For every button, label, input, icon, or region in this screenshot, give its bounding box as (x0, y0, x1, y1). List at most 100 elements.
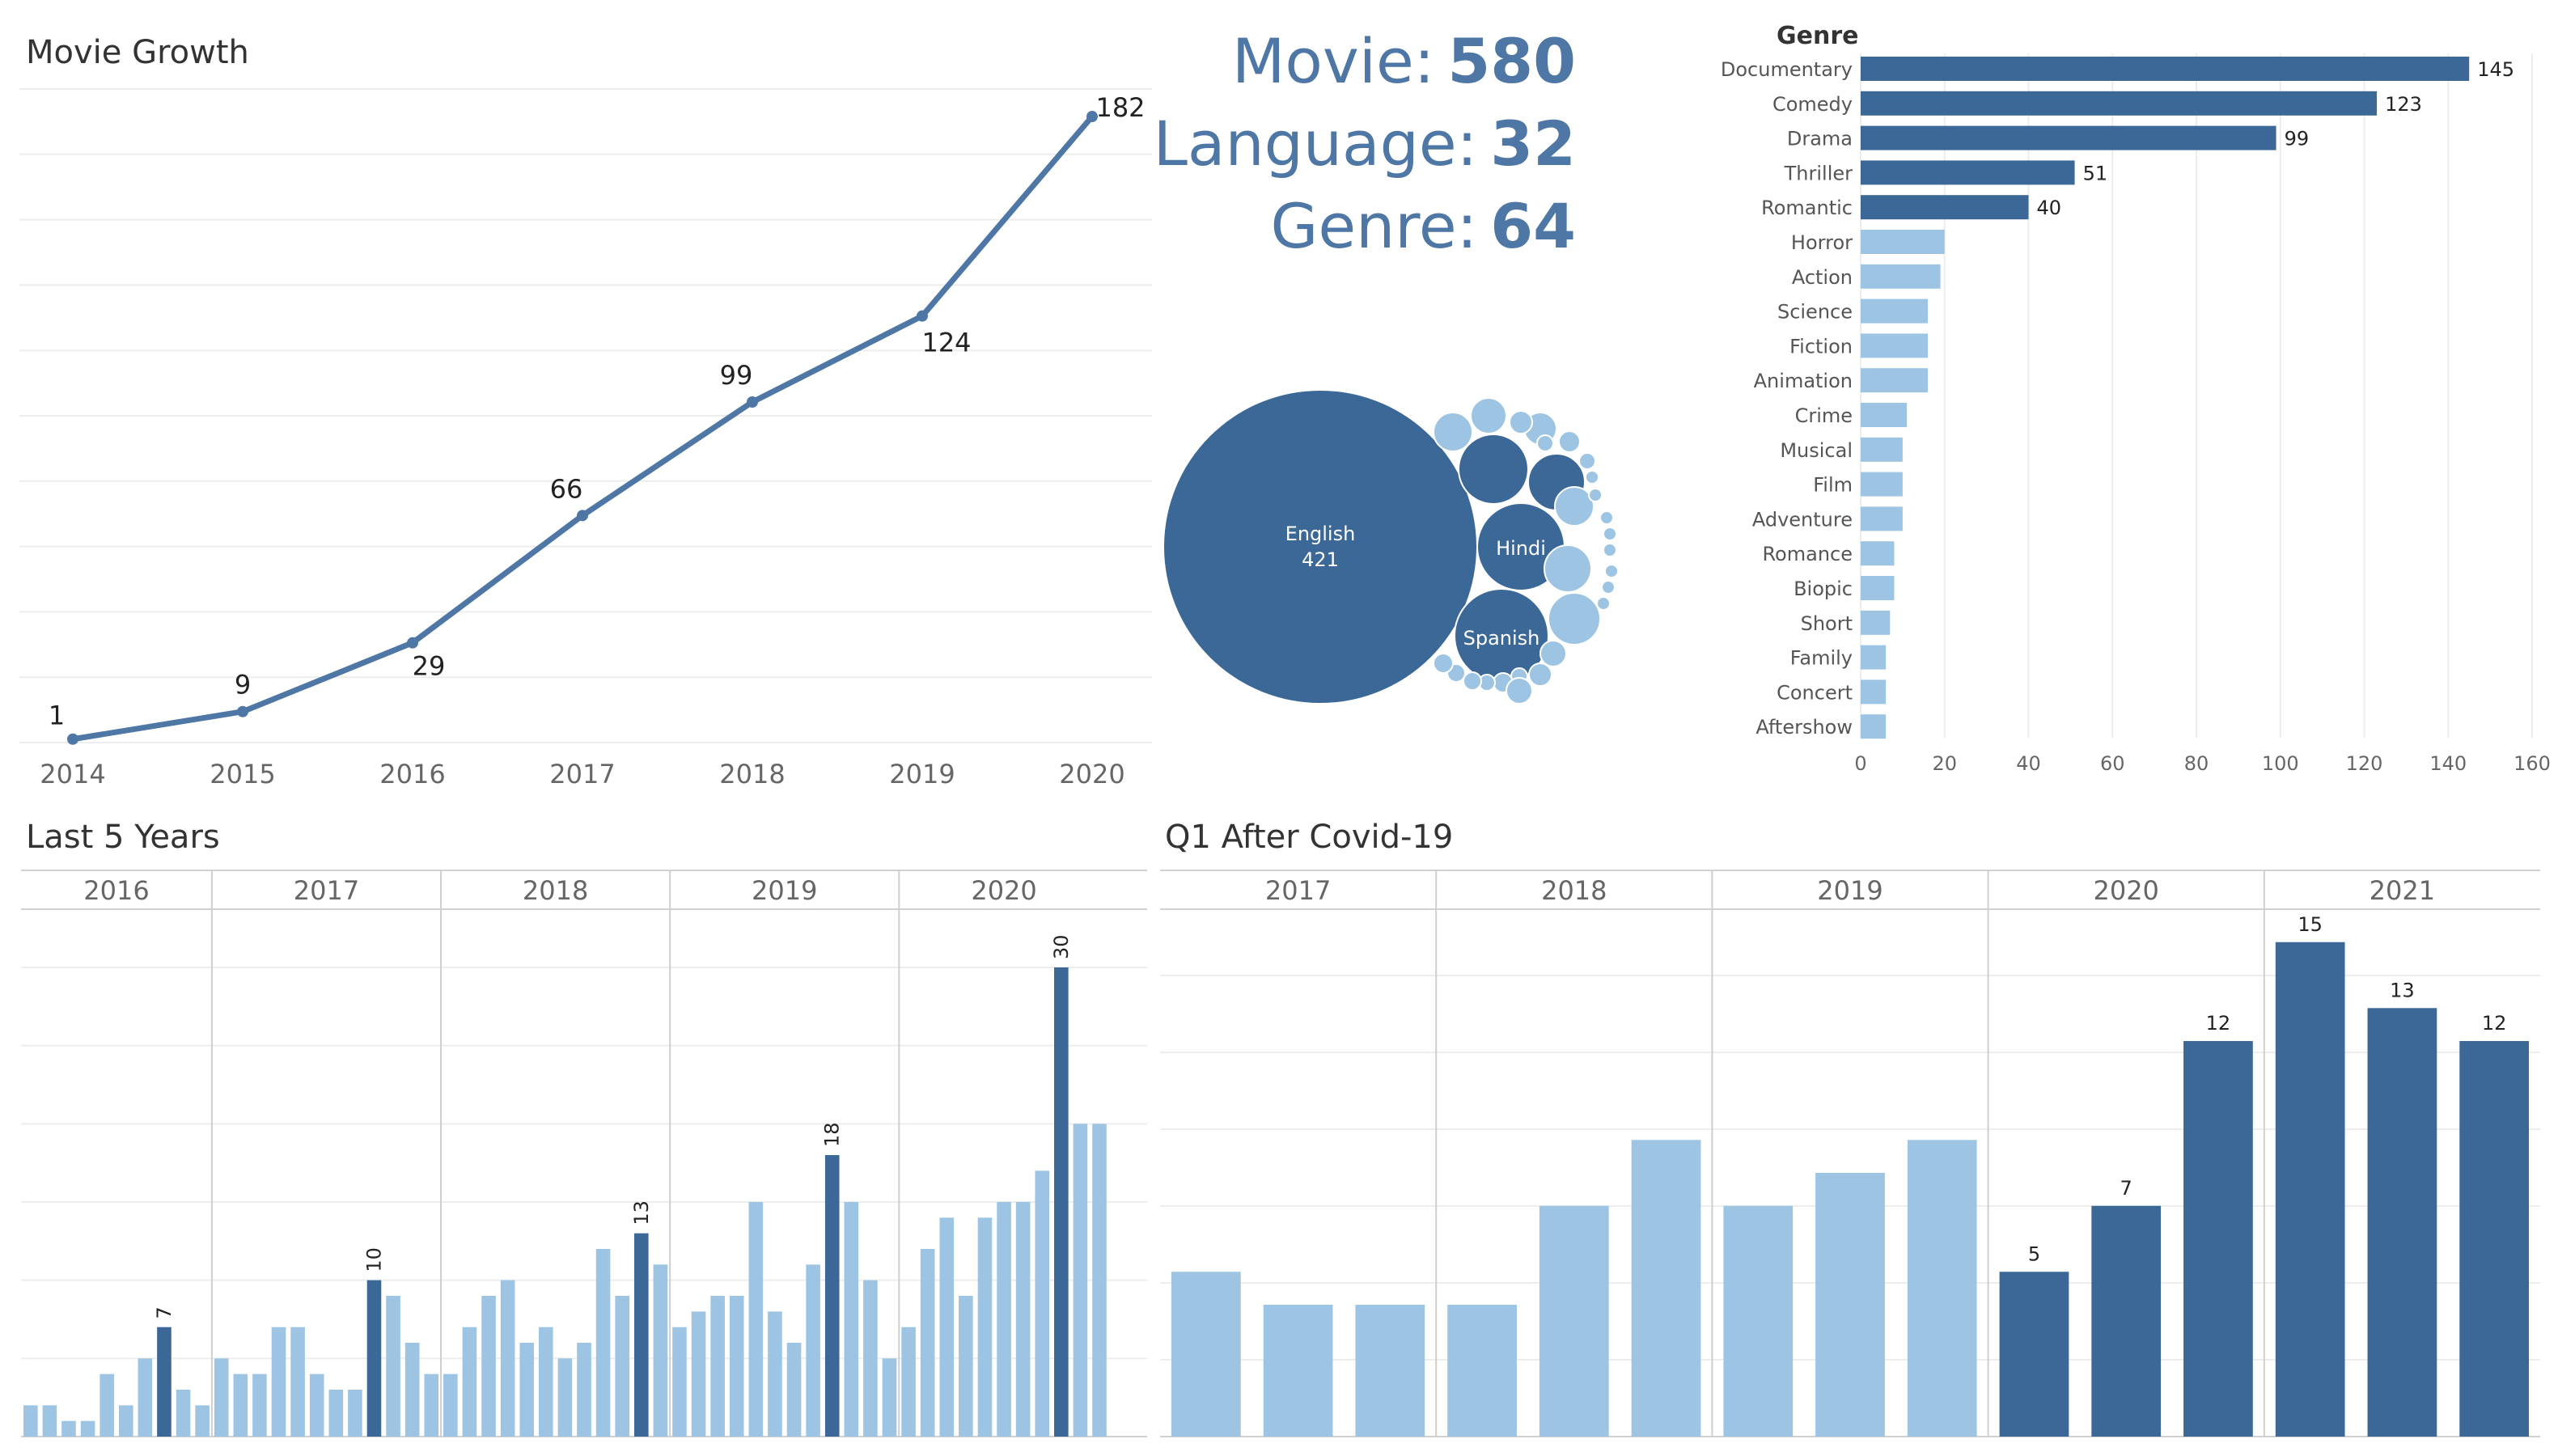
genre-value-label: 99 (2285, 128, 2310, 150)
last-5-years-bar (519, 1343, 535, 1437)
genre-x-tick: 60 (2100, 752, 2125, 775)
last-5-years-max-label: 10 (362, 1247, 385, 1272)
q1-year-label: 2021 (2370, 875, 2435, 906)
last-5-years-bar (386, 1296, 400, 1437)
last-5-years-bar (309, 1373, 324, 1437)
last-5-years-bar (462, 1327, 477, 1437)
q1-value-label: 15 (2298, 913, 2323, 936)
last-5-years-bar (252, 1373, 267, 1437)
genre-category-label: Crime (1795, 404, 1853, 427)
q1-bar (2459, 1041, 2529, 1437)
genre-category-label: Romance (1762, 543, 1853, 565)
last-5-years-year-label: 2019 (752, 875, 817, 906)
last-5-years-bar (748, 1202, 764, 1437)
last-5-years-bar (691, 1311, 706, 1437)
last-5-years-bar (157, 1327, 172, 1437)
genre-category-label: Action (1792, 266, 1853, 289)
language-bubble (1596, 596, 1611, 611)
last-5-years-bar (1054, 967, 1069, 1437)
last-5-years-year-label: 2016 (83, 875, 149, 906)
language-bubble (1588, 488, 1603, 502)
language-bubble (1433, 653, 1454, 674)
genre-bar (1861, 714, 1887, 739)
movie-growth-chart: Movie Growth 2014 2015 2016 2017 2018 2019 202… (19, 34, 1152, 789)
last-5-years-bar (977, 1217, 993, 1437)
last-5-years-bar (271, 1327, 286, 1437)
movie-growth-point (577, 510, 588, 522)
language-bubble (1585, 470, 1599, 485)
language-bubble (1458, 434, 1529, 505)
last-5-years-bar (214, 1358, 229, 1437)
q1-bar (2091, 1205, 2162, 1437)
movie-growth-x-tick: 2020 (1059, 759, 1124, 789)
last-5-years-bar (195, 1405, 210, 1437)
genre-category-label: Adventure (1752, 508, 1853, 531)
last-5-years-bar (233, 1373, 248, 1437)
genre-bar (1861, 264, 1941, 289)
last-5-years-bar (844, 1202, 859, 1437)
genre-bar (1861, 195, 2029, 220)
q1-value-label: 5 (2028, 1242, 2040, 1265)
genre-bar (1861, 506, 1903, 531)
language-bubble (1544, 544, 1592, 593)
language-bubble (1433, 412, 1473, 452)
language-bubble (1163, 389, 1478, 705)
q1-value-label: 13 (2390, 979, 2415, 1001)
movie-growth-point (407, 637, 418, 649)
genre-category-label: Film (1813, 474, 1853, 497)
last-5-years-bar (729, 1296, 744, 1437)
genre-category-label: Comedy (1772, 93, 1853, 116)
language-bubble (1604, 564, 1619, 578)
movie-growth-value-label: 99 (720, 360, 753, 391)
q1-bar (1355, 1305, 1425, 1437)
genre-bar (1861, 368, 1928, 393)
last-5-years-max-label: 13 (630, 1200, 653, 1225)
last-5-years-bar (633, 1233, 649, 1437)
last-5-years-bar (920, 1249, 935, 1437)
q1-bar (1539, 1205, 1609, 1437)
last-5-years-bar (100, 1373, 114, 1437)
q1-bar (2275, 942, 2345, 1437)
kpi-genre-label: Genre: (1270, 190, 1477, 262)
genre-bar (1861, 610, 1891, 635)
language-bubble (1554, 486, 1595, 527)
last-5-years-bar (1035, 1170, 1050, 1437)
movie-growth-value-label: 182 (1095, 92, 1145, 123)
movie-growth-point (67, 733, 78, 745)
q1-bar (2183, 1041, 2253, 1437)
genre-category-label: Horror (1791, 231, 1853, 254)
language-bubble (1539, 640, 1567, 667)
genre-bar (1861, 91, 2378, 116)
genre-value-label: 145 (2477, 58, 2514, 81)
last-5-years-bar (23, 1405, 38, 1437)
q1-bar (2367, 1008, 2437, 1437)
kpi-movie: Movie: 580 (1232, 25, 1576, 97)
genre-x-tick: 100 (2262, 752, 2299, 775)
last-5-years-bar (424, 1373, 439, 1437)
last-5-years-bar (959, 1296, 973, 1437)
last-5-years-bar (997, 1202, 1011, 1437)
movie-growth-x-tick: 2018 (719, 759, 785, 789)
last-5-years-year-label: 2020 (971, 875, 1036, 906)
q1-bar (1999, 1272, 2069, 1437)
kpi-genre: Genre: 64 (1270, 190, 1576, 262)
bubble-value-english: 421 (1302, 548, 1339, 571)
genre-bar (1861, 125, 2276, 150)
movie-growth-point (237, 705, 248, 717)
genre-category-label: Animation (1754, 370, 1853, 392)
last-5-years-bar (577, 1343, 591, 1437)
bubble-label-spanish: Spanish (1463, 627, 1540, 650)
genre-title: Genre (1777, 22, 1858, 50)
genre-x-tick: 0 (1854, 752, 1866, 775)
movie-growth-title: Movie Growth (26, 34, 249, 71)
q1-bar (1907, 1140, 1977, 1437)
last-5-years-bar (443, 1373, 458, 1437)
movie-growth-value-label: 124 (921, 328, 971, 358)
genre-category-label: Drama (1787, 128, 1853, 150)
movie-growth-value-label: 9 (235, 670, 251, 700)
last-5-years-max-label: 7 (153, 1306, 176, 1318)
genre-category-label: Family (1790, 647, 1853, 670)
last-5-years-bar (138, 1358, 153, 1437)
q1-after-covid-title: Q1 After Covid-19 (1165, 819, 1453, 856)
last-5-years-bar (176, 1390, 191, 1437)
